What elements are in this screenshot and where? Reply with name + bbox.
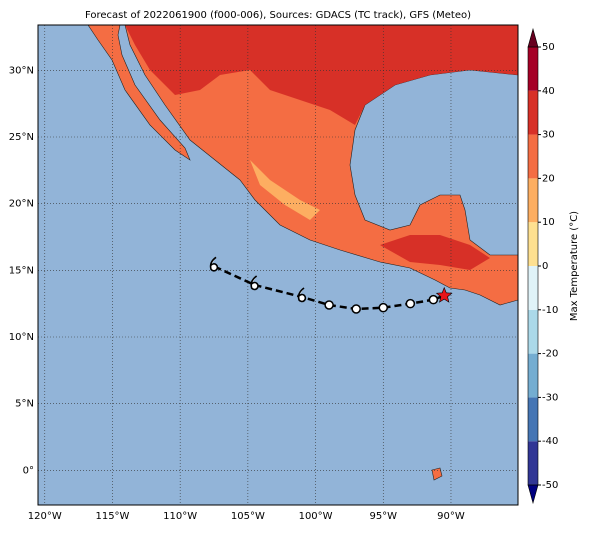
colorbar-segment [528,134,538,179]
colorbar-tick-label: -20 [542,349,558,360]
x-tick-label: 100°W [299,511,333,522]
colorbar-tick-label: -30 [542,392,558,403]
colorbar-extend-high [527,27,539,48]
baja [87,25,191,161]
x-tick-label: 120°W [28,511,62,522]
hot-region [125,25,518,125]
colorbar-segment [528,178,538,223]
y-tick-label: 0° [23,465,34,476]
colorbar-label: Max Temperature (°C) [569,211,580,321]
track-point [428,294,439,305]
x-tick-label: 90°W [437,511,465,522]
y-tick-label: 10°N [9,332,34,343]
colorbar-segment [528,222,538,266]
colorbar-tick-label: -10 [542,305,558,316]
islands [431,467,443,481]
colorbar-segment [528,441,538,485]
x-tick-label: 115°W [95,511,129,522]
y-tick-label: 25°N [9,132,34,143]
y-tick-label: 5°N [15,399,34,410]
y-tick-label: 30°N [9,65,34,76]
mild-region [250,160,320,220]
map-frame [37,24,519,506]
hot-region [380,235,490,270]
colorbar-tick-label: 30 [542,130,555,141]
x-tick-label: 105°W [231,511,265,522]
x-tick-label: 110°W [163,511,197,522]
colorbar-tick-label: 20 [542,173,555,184]
colorbar-extend-low [527,484,539,505]
colorbar-tick-label: 40 [542,86,555,97]
colorbar-tick-label: -40 [542,436,558,447]
track [209,256,453,314]
colorbar-tick-label: -50 [542,480,558,491]
grid [38,25,518,505]
track-point [378,302,389,313]
colorbar-segment [528,47,538,91]
colorbar-segment [528,397,538,442]
y-tick-label: 20°N [9,199,34,210]
x-tick-label: 95°W [369,511,397,522]
colorbar-segment [528,90,538,135]
track-point [351,304,361,314]
track-point [324,300,334,310]
storm-symbol [297,287,307,303]
colorbar-segment [528,309,538,354]
colorbar-tick-label: 10 [542,217,555,228]
track-star [435,286,453,303]
colorbar: -50 -40 -30 -20 -10 0 10 20 30 40 50 [527,27,558,505]
colorbar-tick-label: 0 [542,261,548,272]
colorbar-segment [528,353,538,398]
storm-symbol [250,275,259,291]
colorbar-segment [528,266,538,310]
storm-symbol [209,256,219,272]
y-tick-label: 15°N [9,265,34,276]
colorbar-tick-label: 50 [542,42,555,53]
track-point [405,298,416,309]
land [87,25,518,481]
title: Forecast of 2022061900 (f000-006), Sourc… [85,10,471,21]
